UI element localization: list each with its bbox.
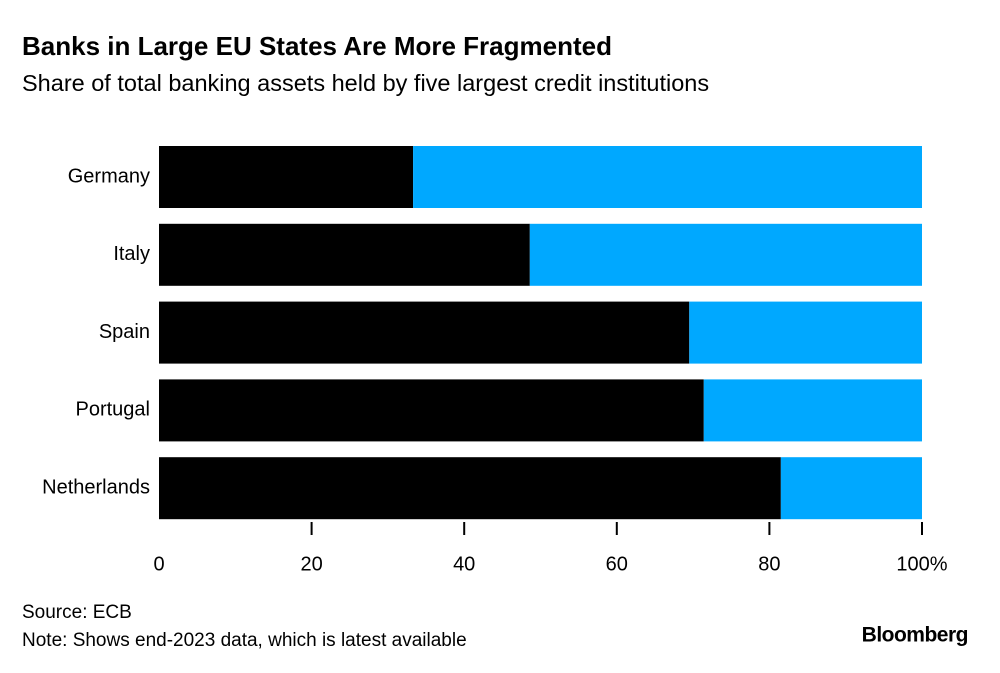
y-tick-label: Portugal bbox=[76, 399, 151, 421]
bar-segment bbox=[780, 457, 922, 520]
x-tick-label: 60 bbox=[606, 553, 628, 575]
x-tick-label: 100% bbox=[896, 553, 947, 575]
bar-segment bbox=[159, 457, 781, 520]
brand-logo: Bloomberg bbox=[862, 624, 968, 647]
x-tick-label: 0 bbox=[153, 553, 164, 575]
bar-segment bbox=[159, 301, 690, 364]
note: Note: Shows end-2023 data, which is late… bbox=[22, 630, 467, 651]
chart-title: Banks in Large EU States Are More Fragme… bbox=[22, 31, 612, 61]
bar-segment bbox=[529, 223, 922, 286]
bar-segment bbox=[413, 146, 922, 208]
bar-segment bbox=[703, 379, 922, 442]
x-tick-label: 80 bbox=[758, 553, 780, 575]
y-tick-label: Italy bbox=[113, 243, 150, 265]
x-tick-label: 20 bbox=[300, 553, 322, 575]
y-tick-label: Netherlands bbox=[42, 476, 150, 498]
bar-segment bbox=[689, 301, 922, 364]
bar-segment bbox=[159, 379, 704, 442]
source: Source: ECB bbox=[22, 602, 132, 623]
x-tick-label: 40 bbox=[453, 553, 475, 575]
y-tick-label: Germany bbox=[68, 165, 150, 187]
chart-subtitle: Share of total banking assets held by fi… bbox=[22, 70, 709, 96]
bar-segment bbox=[159, 146, 414, 208]
y-tick-label: Spain bbox=[99, 321, 150, 343]
bar-segment bbox=[159, 223, 530, 286]
